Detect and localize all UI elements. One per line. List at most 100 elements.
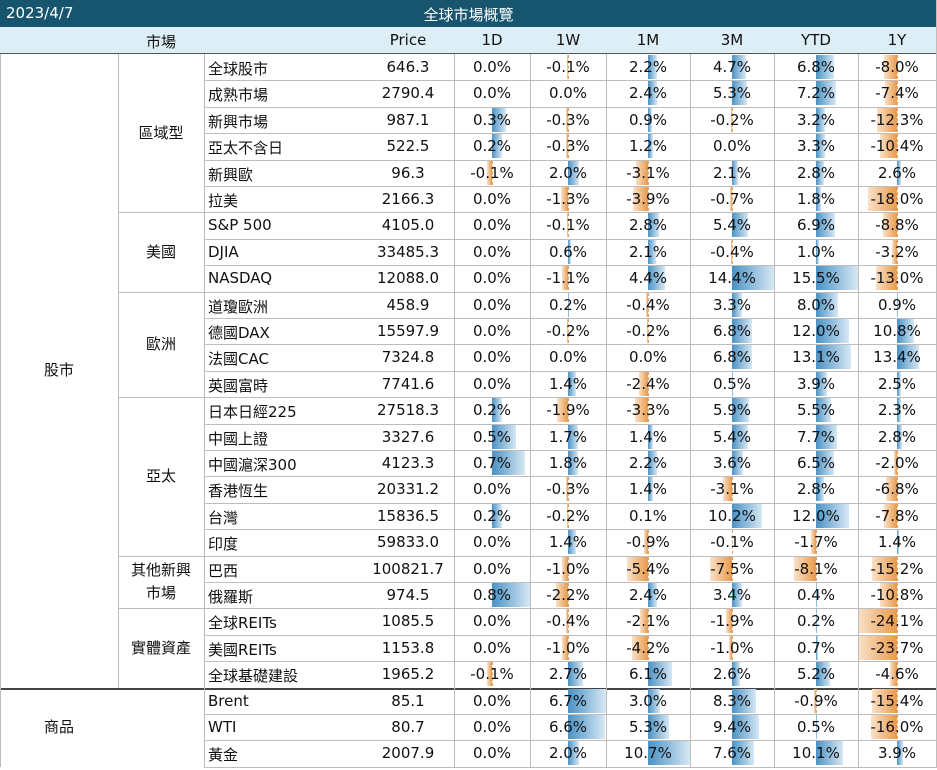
change-cell-3m: 3.3% <box>690 292 774 318</box>
change-cell-1w: 0.2% <box>530 292 606 318</box>
data-bar-ytd <box>816 266 858 291</box>
zero-axis <box>897 213 899 238</box>
change-cell-3m: 0.5% <box>690 371 774 397</box>
change-value-1d: 0.0% <box>472 242 512 261</box>
change-cell-1y: -4.6% <box>858 661 936 687</box>
data-bar-1y <box>858 609 897 634</box>
data-bar-1y <box>872 556 897 581</box>
data-bar-1m <box>648 741 690 766</box>
change-cell-3m: -0.7% <box>690 186 774 212</box>
data-bar-3m <box>729 635 732 660</box>
change-value-3m: -3.1% <box>710 480 754 499</box>
change-cell-1m: -3.3% <box>606 397 690 423</box>
change-value-1m: -3.1% <box>626 163 670 182</box>
change-cell-1m: -3.1% <box>606 160 690 186</box>
price-cell: 15836.5 <box>370 503 446 529</box>
change-cell-ytd: 0.5% <box>774 714 858 740</box>
group-label: 股市 <box>43 361 74 380</box>
price-value: 1085.5 <box>381 612 435 631</box>
change-value-1w: 6.6% <box>548 718 588 736</box>
change-cell-1d: 0.0% <box>454 54 530 80</box>
change-value-1w: 1.4% <box>548 533 588 552</box>
subgroup-divider <box>118 556 204 557</box>
change-value-1d: 0.0% <box>472 348 512 367</box>
data-bar-ytd <box>816 715 818 739</box>
data-bar-ytd <box>816 477 824 502</box>
change-value-1y: -10.8% <box>870 586 924 604</box>
zero-axis <box>897 187 899 211</box>
vline-col <box>606 54 607 767</box>
change-value-3m: 5.4% <box>712 216 752 235</box>
change-value-3m: 2.6% <box>712 665 752 684</box>
change-cell-1y: 2.5% <box>858 371 936 397</box>
change-cell-1m: 2.4% <box>606 582 690 608</box>
data-bar-1y <box>882 213 897 238</box>
change-cell-1m: 2.8% <box>606 212 690 238</box>
change-cell-ytd: -1.7% <box>774 529 858 555</box>
change-cell-1m: 0.0% <box>606 344 690 370</box>
data-bar-1d <box>492 398 502 423</box>
data-bar-1y <box>877 107 897 132</box>
price-value: 2166.3 <box>381 190 435 208</box>
change-value-1m: -2.4% <box>626 374 670 393</box>
data-bar-1w <box>566 134 568 159</box>
zero-axis <box>897 239 899 264</box>
row-name: 亞太不含日 <box>208 139 284 158</box>
zero-axis <box>648 292 650 317</box>
vline-col <box>774 54 775 767</box>
row-divider <box>204 212 937 213</box>
change-cell-ytd: 8.0% <box>774 292 858 318</box>
data-bar-3m <box>732 81 748 106</box>
change-cell-1w: 2.7% <box>530 661 606 687</box>
header-1y: 1Y <box>887 31 907 49</box>
change-cell-1d: 0.8% <box>454 582 530 608</box>
change-value-1m: -5.4% <box>626 559 670 578</box>
change-cell-1y: 1.4% <box>858 529 936 555</box>
price-cell: 646.3 <box>370 54 446 80</box>
change-cell-1y: -24.1% <box>858 608 936 634</box>
change-cell-1w: -0.1% <box>530 212 606 238</box>
change-value-1y: -10.4% <box>870 137 924 156</box>
row-divider <box>204 292 937 293</box>
change-cell-1d: 0.2% <box>454 503 530 529</box>
change-value-1m: 4.4% <box>628 269 668 288</box>
price-value: 4105.0 <box>381 216 435 235</box>
change-value-ytd: 10.1% <box>792 744 840 763</box>
data-bar-1d <box>492 583 530 607</box>
change-cell-1w: 1.4% <box>530 529 606 555</box>
change-cell-3m: 10.2% <box>690 503 774 529</box>
change-cell-1w: -0.3% <box>530 107 606 133</box>
change-cell-1d: 0.0% <box>454 529 530 555</box>
change-value-1w: -1.0% <box>546 638 590 657</box>
title-bar: 2023/4/7 全球市場概覽 <box>0 0 937 27</box>
change-value-1y: -7.4% <box>875 84 919 103</box>
change-value-1y: -13.0% <box>870 269 924 288</box>
change-cell-ytd: 7.2% <box>774 80 858 106</box>
change-cell-1w: -1.0% <box>530 635 606 661</box>
change-value-1m: -0.4% <box>626 295 670 314</box>
zero-axis <box>897 107 899 132</box>
header-row: 市場 Price 1D 1W 1M 3M YTD 1Y <box>0 27 937 54</box>
row-divider <box>204 318 937 319</box>
change-value-1y: 2.6% <box>877 163 917 182</box>
change-value-1d: 0.0% <box>472 612 512 631</box>
change-cell-1m: 2.1% <box>606 239 690 265</box>
change-cell-1w: -1.9% <box>530 397 606 423</box>
price-cell: 2790.4 <box>370 80 446 106</box>
change-cell-1y: -3.2% <box>858 239 936 265</box>
row-name: 巴西 <box>208 561 239 580</box>
change-value-ytd: 15.5% <box>792 269 840 288</box>
row-name: 全球股市 <box>208 60 269 78</box>
change-value-1m: 10.7% <box>624 744 672 763</box>
data-bar-1y <box>875 266 897 291</box>
price-cell: 20331.2 <box>370 476 446 502</box>
data-bar-ytd <box>816 239 819 264</box>
change-value-1y: -16.0% <box>870 718 924 736</box>
change-cell-1y: 2.8% <box>858 424 936 450</box>
data-bar-1d <box>492 107 507 132</box>
change-value-1d: 0.2% <box>472 506 512 525</box>
change-cell-3m: 3.4% <box>690 582 774 608</box>
zero-axis <box>732 530 734 555</box>
change-value-1y: -3.2% <box>875 242 919 261</box>
data-bar-ytd <box>816 213 835 238</box>
